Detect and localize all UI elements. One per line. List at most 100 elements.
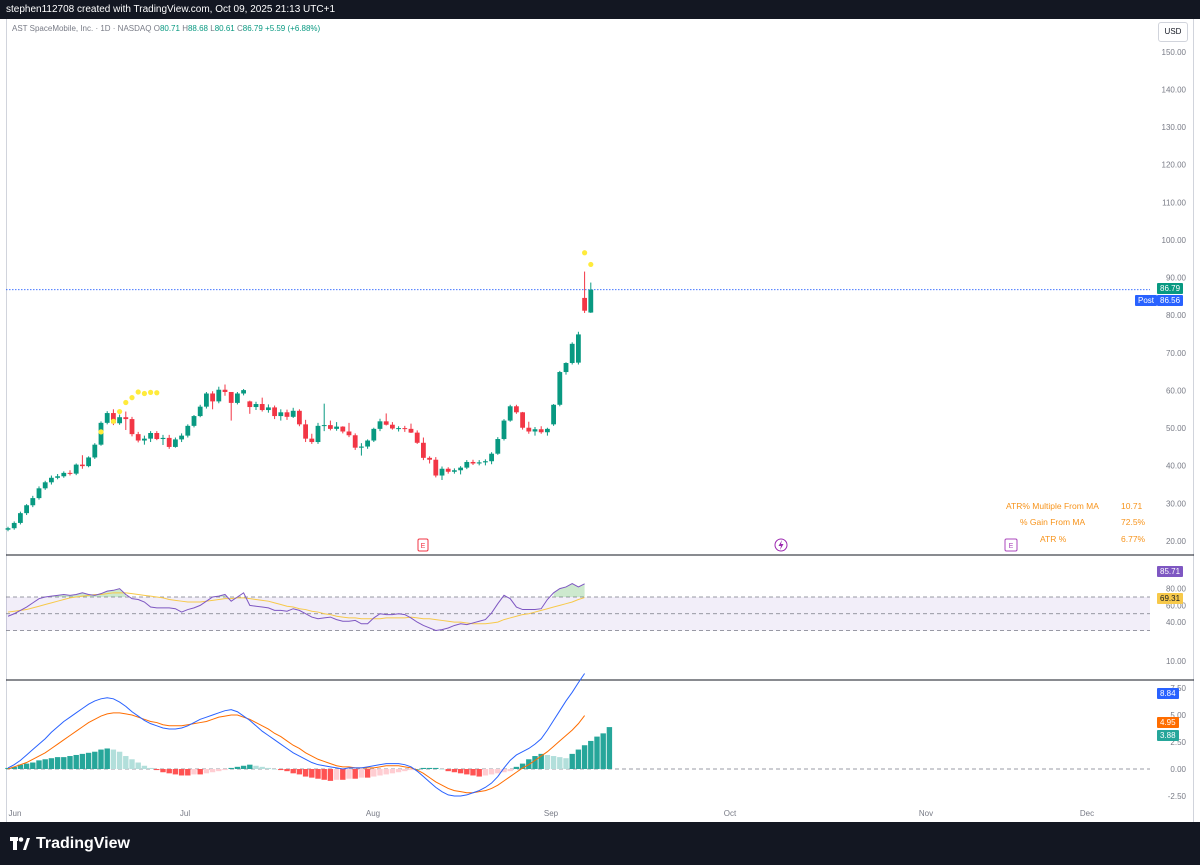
candle-body <box>483 461 488 463</box>
candle-body <box>191 416 197 426</box>
open-value: 80.71 <box>159 24 180 33</box>
macd-histogram-bar <box>495 769 501 774</box>
y-tick-label: 30.00 <box>1166 499 1187 508</box>
macd-histogram-bar <box>23 763 30 769</box>
macd-histogram-bar <box>290 769 296 774</box>
macd-histogram-bar <box>98 749 104 769</box>
candle-body <box>154 433 160 440</box>
candle-body <box>160 437 166 440</box>
candle-body <box>104 413 110 423</box>
macd-histogram-bar <box>135 762 141 769</box>
macd-tick-label: 10.00 <box>1166 657 1187 666</box>
currency-button[interactable]: USD <box>1158 22 1188 42</box>
macd-histogram-bar <box>104 748 110 769</box>
macd-histogram-bar <box>222 769 228 771</box>
candle-body <box>42 482 48 489</box>
candle-body <box>284 412 290 417</box>
macd-histogram-bar <box>259 766 265 769</box>
high-label: H <box>182 24 188 33</box>
signal-value-tag: 4.95 <box>1157 717 1179 728</box>
candle-body <box>470 461 476 464</box>
psar-dot <box>98 429 104 435</box>
macd-histogram-bar <box>54 757 61 769</box>
macd-line <box>7 673 586 797</box>
macd-histogram-bar <box>606 727 613 769</box>
macd-histogram-bar <box>309 769 315 778</box>
tradingview-logo[interactable]: TradingView <box>10 835 130 853</box>
candle-body <box>135 434 141 441</box>
y-tick-label: 60.00 <box>1166 386 1187 395</box>
brand-name: TradingView <box>36 835 130 852</box>
candle-body <box>352 435 358 448</box>
psar-dot <box>154 390 160 396</box>
macd-histogram-bar <box>395 769 402 773</box>
candle-body <box>216 389 222 402</box>
candle-body <box>421 442 426 458</box>
psar-dot <box>117 408 123 415</box>
y-tick-label: 150.00 <box>1162 48 1187 57</box>
candle-body <box>247 401 253 408</box>
stat-value: 6.77% <box>1121 534 1146 544</box>
macd-histogram-bar <box>166 769 172 774</box>
creator-text: stephen112708 created with TradingView.c… <box>6 4 336 15</box>
candle-body <box>129 419 135 435</box>
low-value: 80.61 <box>214 24 235 33</box>
macd-histogram-bar <box>42 759 48 769</box>
candle-body <box>414 432 420 443</box>
candle-body <box>67 472 73 474</box>
macd-histogram-bar <box>271 769 278 770</box>
high-value: 88.68 <box>187 24 209 33</box>
candle-body <box>445 468 451 472</box>
macd-histogram-bar <box>364 769 371 778</box>
candle-body <box>73 464 79 474</box>
symbol-name: AST SpaceMobile, Inc. · 1D · NASDAQ <box>12 24 152 33</box>
macd-histogram-bar <box>265 767 272 769</box>
lightning-bolt-icon <box>778 540 784 550</box>
macd-histogram-bar <box>588 740 594 769</box>
macd-histogram-bar <box>278 769 284 771</box>
stat-value: 72.5% <box>1121 517 1146 527</box>
candle-body <box>55 476 60 478</box>
open-label: O <box>153 24 160 33</box>
candle-body <box>11 522 17 529</box>
candle-body <box>253 404 259 408</box>
candle-body <box>427 457 432 460</box>
macd-histogram-bar <box>296 769 303 775</box>
macd-histogram-bar <box>30 762 36 769</box>
macd-histogram-bar <box>600 733 606 769</box>
y-tick-label: 50.00 <box>1166 424 1187 433</box>
candle-body <box>582 297 587 311</box>
macd-histogram-bar <box>594 736 600 769</box>
macd-histogram-bar <box>563 758 569 769</box>
macd-histogram-bar <box>315 769 321 779</box>
macd-histogram-bar <box>160 769 166 773</box>
macd-histogram-bar <box>439 769 445 770</box>
stat-gain-from-ma: % Gain From MA 72.5% <box>1020 517 1145 527</box>
stat-label: ATR % <box>1040 534 1067 544</box>
x-tick-label: Dec <box>1080 809 1094 818</box>
candle-body <box>309 438 315 443</box>
candle-body <box>439 468 445 476</box>
psar-dot <box>110 418 116 424</box>
macd-histogram-bar <box>67 756 73 769</box>
rsi-tick-label: 80.00 <box>1166 585 1187 594</box>
candle-body <box>259 404 265 411</box>
candle-body <box>148 433 153 439</box>
candle-body <box>340 426 346 432</box>
y-tick-label: 40.00 <box>1166 462 1187 471</box>
macd-histogram-bar <box>61 757 67 769</box>
macd-histogram-bar <box>129 759 135 769</box>
candle-body <box>569 343 575 364</box>
candle-body <box>346 431 352 436</box>
macd-histogram-bar <box>433 767 439 769</box>
macd-histogram-bar <box>234 766 241 769</box>
candle-body <box>204 393 209 407</box>
candle-body <box>507 406 513 421</box>
candle-body <box>185 425 191 436</box>
stat-atr-multiple: ATR% Multiple From MA 10.71 <box>1006 501 1142 511</box>
footer-bar: TradingView <box>0 822 1200 865</box>
macd-histogram-bar <box>352 769 358 779</box>
candle-body <box>458 467 463 471</box>
stat-label: ATR% Multiple From MA <box>1006 501 1099 511</box>
